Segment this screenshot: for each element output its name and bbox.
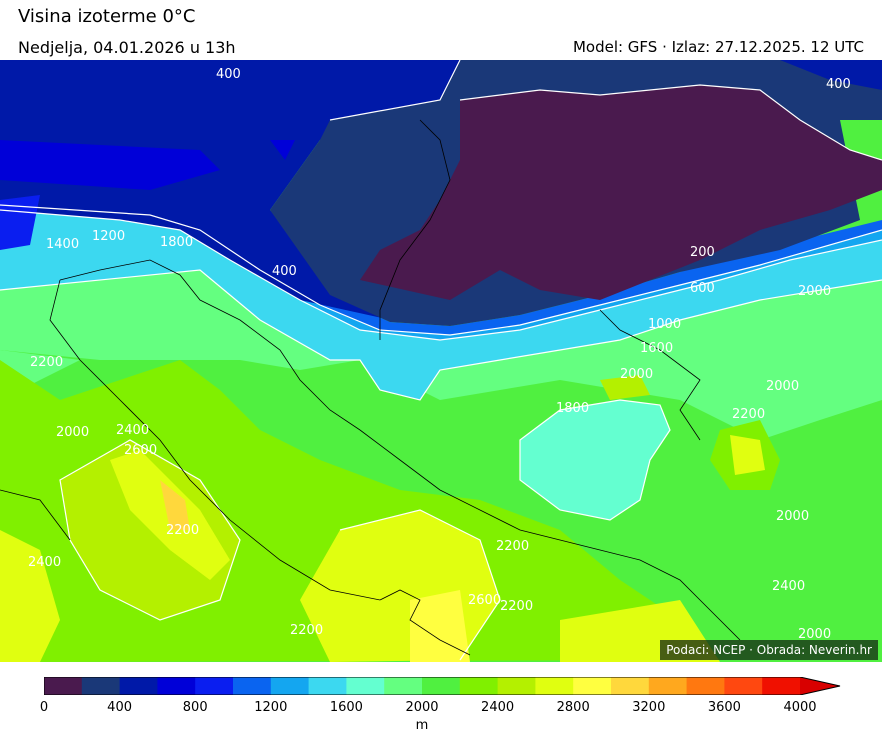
isotherm-map[interactable]: 400 400 400 1400 1200 1800 200 600 1000 … [0,60,882,662]
contour-label: 1800 [556,401,589,416]
colorbar-segment [157,677,196,695]
colorbar-segment [535,677,574,695]
colorbar-segment [44,677,83,695]
contour-label: 2000 [56,425,89,440]
contour-label: 400 [826,77,851,92]
colorbar-ticks: 0 400 800 1200 1600 2000 2400 2800 3200 3600 4000 [0,700,882,720]
colorbar [44,677,841,695]
contour-label: 400 [216,67,241,82]
colorbar-tick-label: 0 [39,700,49,715]
contour-label: 200 [690,245,715,260]
contour-label: 400 [272,264,297,279]
colorbar-tick-label: 1200 [254,700,288,715]
contour-label: 1600 [640,341,673,356]
contour-label: 2000 [798,627,831,642]
colorbar-segment [611,677,650,695]
colorbar-segment [573,677,612,695]
contour-label: 1800 [160,235,193,250]
contour-label: 2000 [620,367,653,382]
colorbar-segment [497,677,536,695]
colorbar-segment [459,677,499,695]
map-title: Visina izoterme 0°C [18,6,196,27]
colorbar-tick-label: 4000 [783,700,817,715]
colorbar-tick-label: 2000 [405,700,439,715]
colorbar-segment [724,677,763,695]
contour-label: 2200 [500,599,533,614]
contour-label: 2200 [496,539,529,554]
map-canvas: 400 400 400 1400 1200 1800 200 600 1000 … [0,60,882,662]
colorbar-tick-label: 3200 [632,700,666,715]
contour-label: 2600 [124,443,157,458]
contour-labels: 400 400 400 1400 1200 1800 200 600 1000 … [28,67,851,642]
contour-label: 2400 [116,423,149,438]
contour-label: 2200 [30,355,63,370]
contour-label: 600 [690,281,715,296]
colorbar-segment [384,677,423,695]
colorbar-segment [233,677,272,695]
data-credit: Podaci: NCEP · Obrada: Neverin.hr [660,640,878,660]
colorbar-segment [270,677,310,695]
contour-label: 1200 [92,229,125,244]
colorbar-segment [648,677,688,695]
colorbar-tick-label: 2800 [556,700,590,715]
colorbar-segment [686,677,725,695]
contour-label: 1000 [648,317,681,332]
colorbar-segment [346,677,385,695]
colorbar-segment [195,677,234,695]
colorbar-tick-label: 2400 [481,700,515,715]
contour-label: 2200 [166,523,199,538]
colorbar-tick-label: 400 [107,700,133,715]
colorbar-tick-label: 1600 [329,700,363,715]
colorbar-extend-arrow [800,677,840,695]
contour-label: 2400 [28,555,61,570]
colorbar-unit: m [415,718,429,733]
contour-label: 1400 [46,237,79,252]
colorbar-segment [308,677,347,695]
valid-time: Nedjelja, 04.01.2026 u 13h [18,38,236,57]
colorbar-segment [762,677,801,695]
model-run-info: Model: GFS · Izlaz: 27.12.2025. 12 UTC [572,38,864,56]
colorbar-segment [422,677,461,695]
contour-label: 2600 [468,593,501,608]
contour-label: 2400 [772,579,805,594]
contour-label: 2000 [776,509,809,524]
contour-label: 2200 [732,407,765,422]
colorbar-tick-label: 800 [182,700,208,715]
contour-label: 2000 [798,284,831,299]
contour-label: 2000 [766,379,799,394]
colorbar-segment [81,677,121,695]
colorbar-segment [119,677,158,695]
colorbar-tick-label: 3600 [707,700,741,715]
contour-label: 2200 [290,623,323,638]
